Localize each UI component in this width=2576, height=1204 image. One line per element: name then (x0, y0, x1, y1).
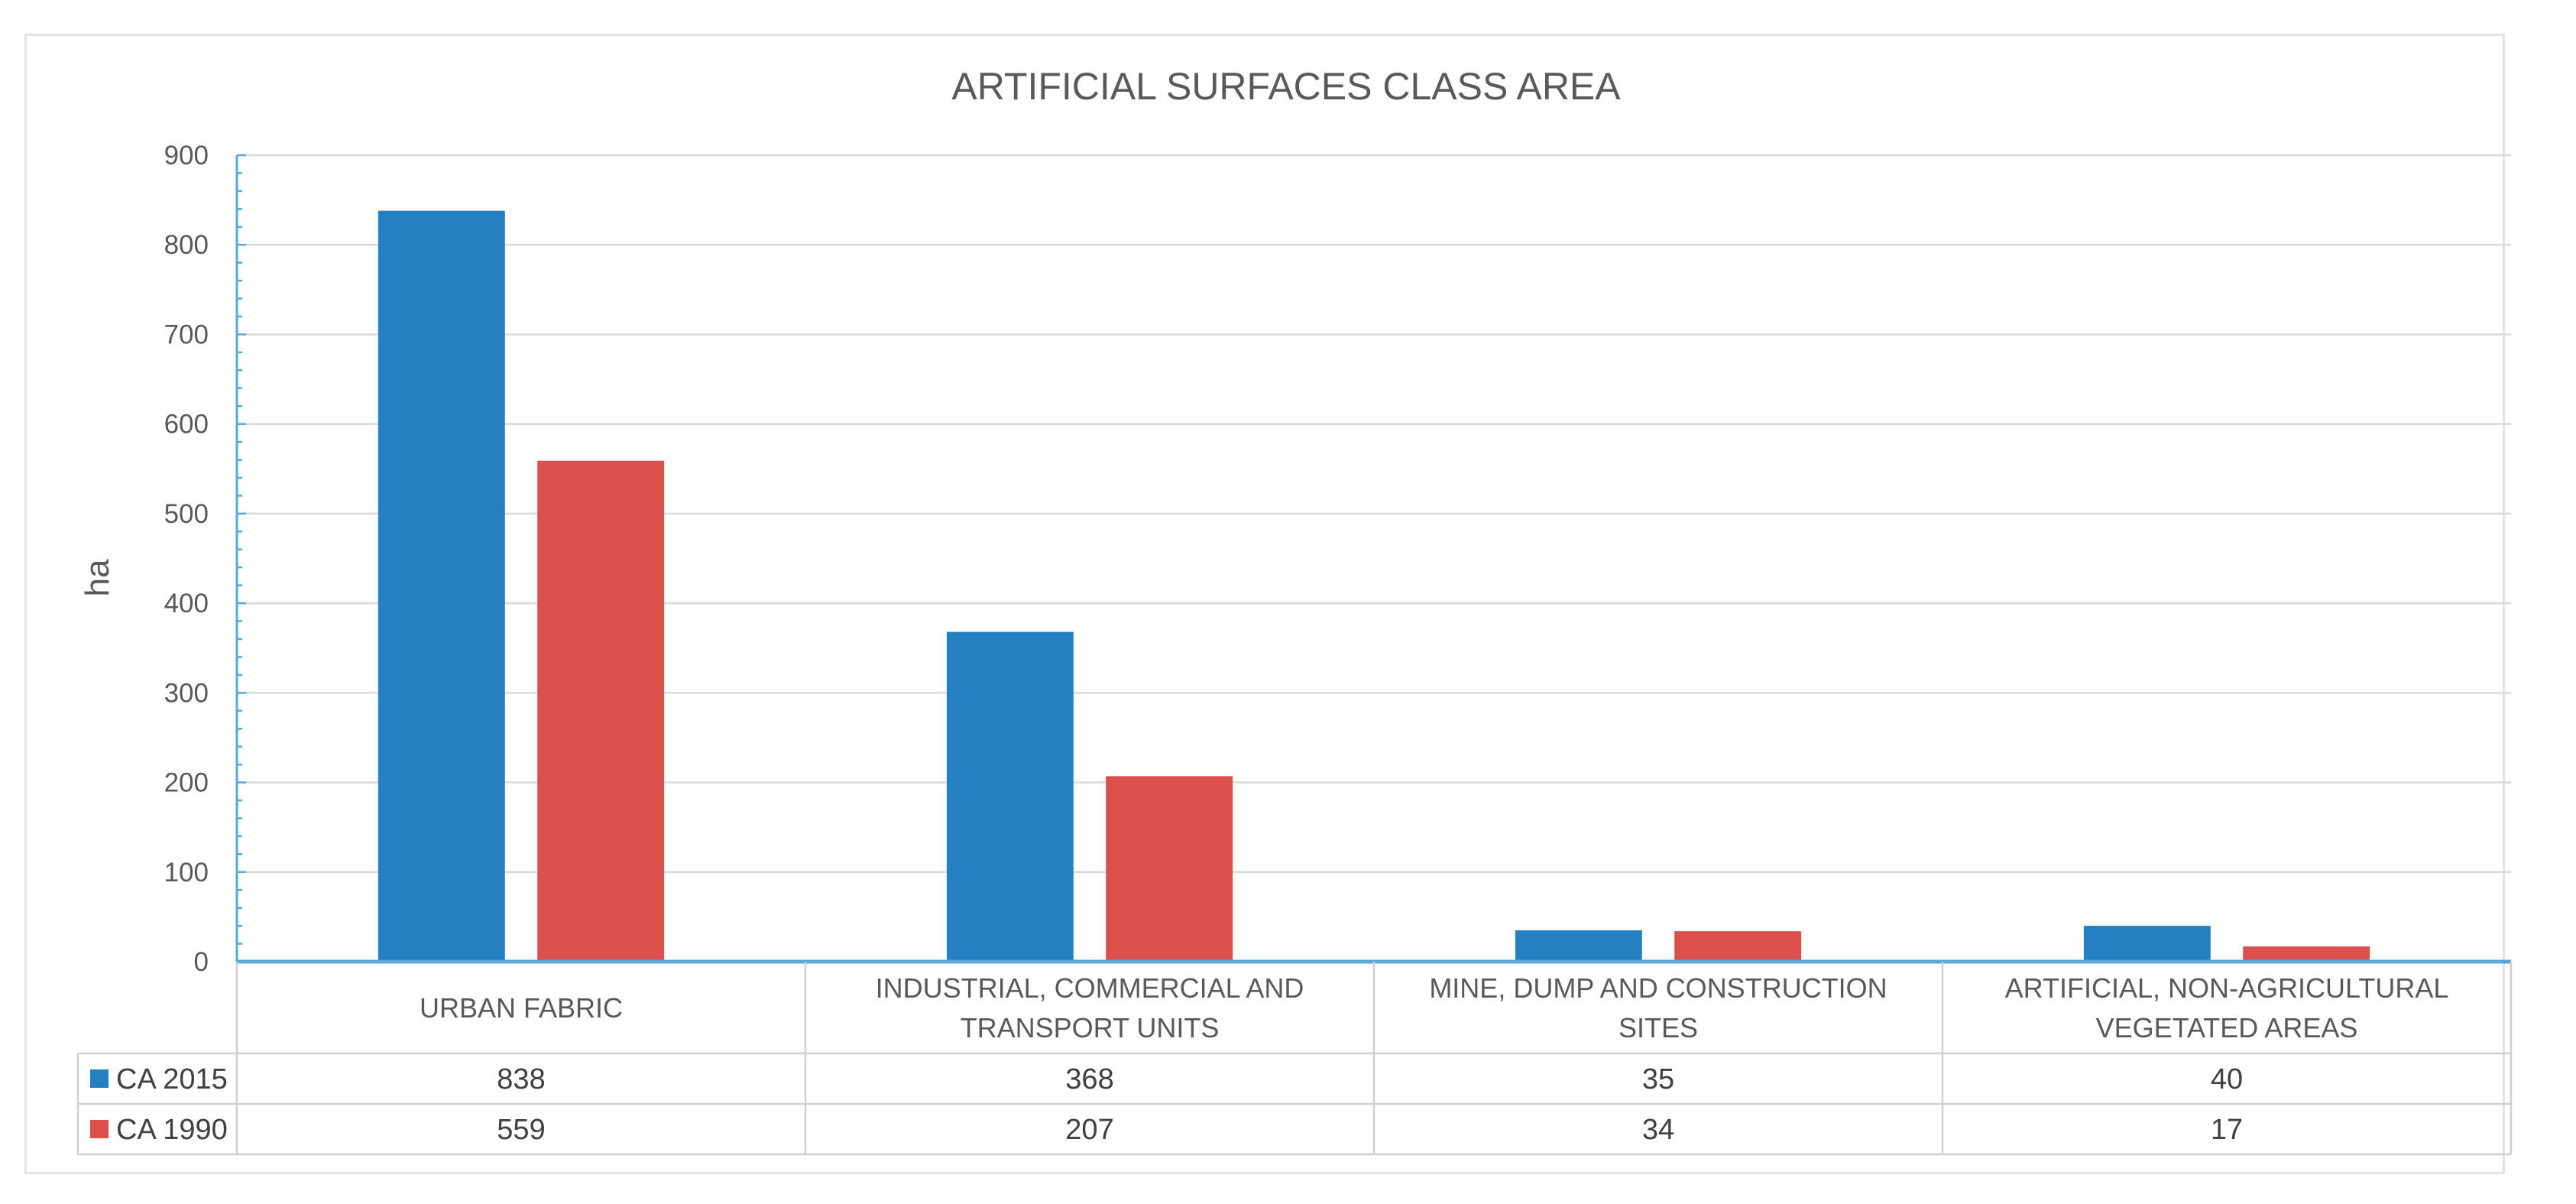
legend-swatch (90, 1069, 109, 1088)
data-label: 35 (1642, 1063, 1674, 1095)
y-tick-label: 700 (164, 320, 209, 349)
y-tick-label: 900 (164, 141, 209, 170)
bars (377, 210, 2370, 962)
data-label: 34 (1642, 1114, 1674, 1146)
category-label: TRANSPORT UNITS (961, 1012, 1220, 1043)
bar (946, 631, 1074, 962)
category-label: VEGETATED AREAS (2096, 1012, 2358, 1043)
legend-label: CA 1990 (116, 1114, 228, 1146)
bar (2083, 926, 2211, 962)
bar (1674, 931, 1802, 962)
bar (2243, 946, 2370, 962)
category-label: MINE, DUMP AND CONSTRUCTION (1429, 972, 1887, 1004)
category-label: SITES (1619, 1012, 1698, 1043)
y-tick-label: 200 (164, 768, 209, 798)
bar (1515, 930, 1642, 962)
y-tick-label: 500 (164, 499, 209, 529)
category-label: INDUSTRIAL, COMMERCIAL AND (876, 972, 1304, 1004)
y-tick-label: 400 (164, 589, 209, 618)
y-axis-ticks: 0 100 200 300 400 500 600 700 800 900 (164, 141, 209, 977)
y-tick-label: 100 (164, 858, 209, 888)
bar (1106, 776, 1233, 962)
data-label: 17 (2211, 1114, 2243, 1146)
data-label: 559 (497, 1114, 545, 1146)
data-label: 207 (1065, 1114, 1113, 1146)
y-tick-label: 600 (164, 410, 209, 440)
category-label: ARTIFICIAL, NON-AGRICULTURAL (2005, 972, 2449, 1004)
category-label: URBAN FABRIC (420, 992, 623, 1024)
data-label: 838 (497, 1063, 545, 1095)
bar (377, 210, 505, 962)
y-tick-label: 0 (194, 947, 209, 977)
y-axis-label: ha (79, 559, 116, 596)
data-label: 40 (2211, 1063, 2243, 1095)
data-table: URBAN FABRIC INDUSTRIAL, COMMERCIAL AND TR… (76, 962, 2513, 1156)
y-tick-label: 800 (164, 230, 209, 260)
data-label: 368 (1065, 1063, 1113, 1095)
chart-title: ARTIFICIAL SURFACES CLASS AREA (951, 65, 1621, 108)
legend-label: CA 2015 (116, 1063, 228, 1095)
y-tick-label: 300 (164, 678, 209, 708)
legend-swatch (90, 1120, 109, 1138)
bar (537, 460, 665, 962)
